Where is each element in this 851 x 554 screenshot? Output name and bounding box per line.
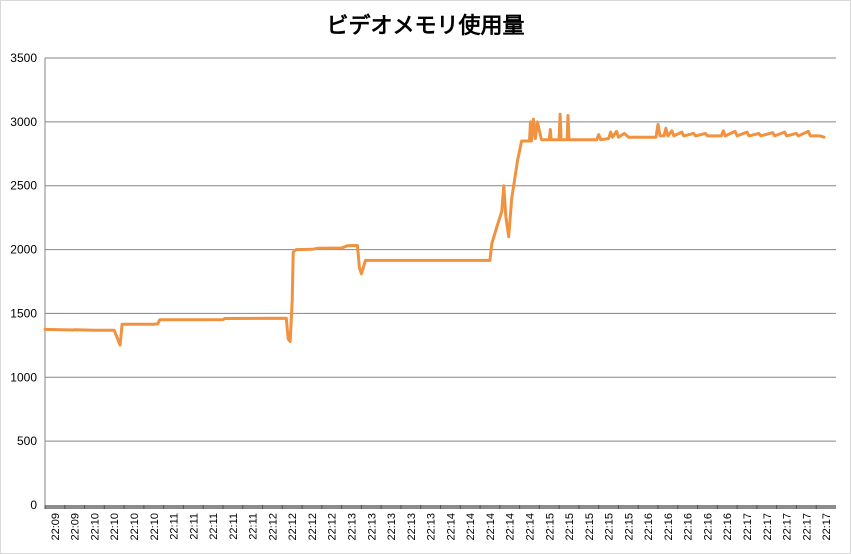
x-tick-label: 22:17 — [782, 513, 794, 541]
x-tick-label: 22:09 — [70, 513, 82, 541]
x-tick-label: 22:13 — [366, 513, 378, 541]
x-tick-label: 22:10 — [129, 513, 141, 541]
x-tick-label: 22:11 — [169, 513, 181, 540]
x-tick-label: 22:09 — [50, 513, 62, 541]
x-tick-label: 22:11 — [228, 513, 240, 540]
x-tick-label: 22:17 — [821, 513, 833, 541]
x-tick-label: 22:15 — [604, 513, 616, 541]
x-tick-label: 22:10 — [149, 513, 161, 541]
x-tick-label: 22:14 — [465, 513, 477, 541]
x-tick-label: 22:17 — [801, 513, 813, 541]
x-tick-label: 22:14 — [485, 513, 497, 541]
x-tick-label: 22:16 — [722, 513, 734, 541]
x-tick-label: 22:12 — [307, 513, 319, 541]
x-tick-label: 22:12 — [327, 513, 339, 541]
x-tick-label: 22:15 — [564, 513, 576, 541]
y-tick-label: 3000 — [10, 115, 37, 129]
x-tick-label: 22:14 — [505, 513, 517, 541]
x-tick-label: 22:11 — [188, 513, 200, 540]
x-tick-label: 22:13 — [386, 513, 398, 541]
x-tick-label: 22:15 — [544, 513, 556, 541]
x-tick-label: 22:11 — [248, 513, 260, 540]
y-axis: 0 500 1000 1500 2000 2500 3000 3500 — [10, 51, 46, 512]
plot-area — [43, 112, 826, 347]
x-tick-label: 22:12 — [267, 513, 279, 541]
y-tick-label: 500 — [17, 434, 37, 448]
y-tick-label: 2500 — [10, 179, 37, 193]
x-tick-label: 22:11 — [208, 513, 220, 540]
x-tick-label: 22:13 — [426, 513, 438, 541]
x-tick-label: 22:14 — [445, 513, 457, 541]
x-tick-label: 22:10 — [109, 513, 121, 541]
grid-lines — [45, 57, 836, 442]
x-tick-label: 22:14 — [524, 513, 536, 541]
y-tick-label: 0 — [30, 498, 37, 512]
x-tick-label: 22:13 — [347, 513, 359, 541]
x-tick-label: 22:16 — [683, 513, 695, 541]
y-tick-label: 3500 — [10, 51, 37, 65]
x-tick-label: 22:10 — [89, 513, 101, 541]
y-tick-label: 1500 — [10, 306, 37, 320]
x-tick-label: 22:15 — [623, 513, 635, 541]
x-tick-label: 22:16 — [702, 513, 714, 541]
x-tick-label: 22:17 — [762, 513, 774, 541]
x-tick-label: 22:12 — [287, 513, 299, 541]
x-axis: 22:09 22:09 22:10 22:10 22:10 22:10 22:11 22:11… — [44, 505, 836, 541]
chart-title: ビデオメモリ使用量 — [326, 14, 525, 39]
x-tick-label: 22:16 — [663, 513, 675, 541]
y-tick-label: 2000 — [10, 243, 37, 257]
x-tick-label: 22:13 — [406, 513, 418, 541]
x-tick-label: 22:15 — [584, 513, 596, 541]
y-tick-label: 1000 — [10, 370, 37, 384]
x-tick-label: 22:17 — [742, 513, 754, 541]
series-line-0 — [43, 112, 826, 347]
x-tick-label: 22:16 — [643, 513, 655, 541]
